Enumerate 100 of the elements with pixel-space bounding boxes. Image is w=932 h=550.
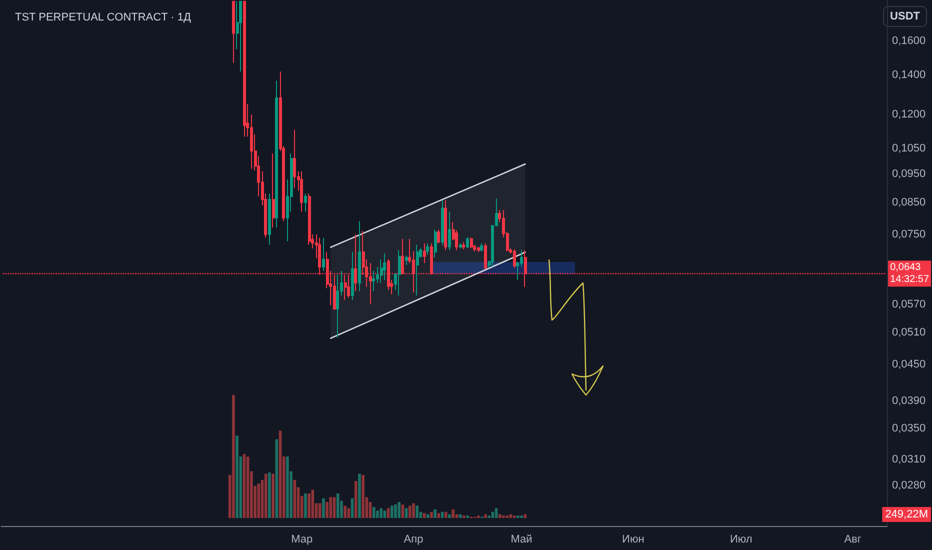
y-tick-label: 0,0510 <box>892 326 926 339</box>
candlestick <box>354 234 357 292</box>
y-tick-label: 0,0280 <box>892 480 926 492</box>
bar <box>416 506 418 518</box>
y-tick-label: 0,1050 <box>892 142 926 155</box>
candlestick <box>268 193 271 246</box>
y-tick-label: 0,1600 <box>892 35 926 48</box>
bar <box>347 508 350 518</box>
y-tick-label: 0,1200 <box>892 108 926 120</box>
bar <box>318 503 322 518</box>
bar <box>498 514 502 518</box>
x-tick-label: Авг <box>844 534 862 546</box>
candlestick <box>358 220 361 292</box>
y-tick-label: 0,1400 <box>892 69 926 82</box>
x-tick-label: Май <box>510 534 532 546</box>
bar <box>322 498 325 518</box>
y-tick-label: 0,0850 <box>892 196 926 208</box>
bar <box>344 506 346 518</box>
y-tick-label: 0,0750 <box>892 228 926 240</box>
candlestick <box>275 80 278 228</box>
x-tick-label: Мар <box>291 534 313 546</box>
bar <box>236 436 238 518</box>
bar <box>308 493 310 518</box>
candlestick <box>437 229 440 244</box>
candlestick <box>383 252 386 281</box>
bar <box>372 506 376 518</box>
y-tick-label: 0,0390 <box>892 395 926 408</box>
bar <box>484 514 487 518</box>
bar <box>412 503 415 518</box>
bar <box>304 493 307 518</box>
candlestick <box>416 244 419 296</box>
bar <box>404 508 408 518</box>
x-tick-label: Апр <box>404 534 424 546</box>
bar <box>311 490 314 518</box>
bar <box>386 508 390 518</box>
candlestick <box>239 0 242 72</box>
candlestick <box>434 229 437 258</box>
bar <box>448 514 451 518</box>
candlestick <box>243 0 246 138</box>
candlestick <box>441 200 444 246</box>
bar <box>398 502 400 518</box>
y-tick-label: 0,0950 <box>892 168 926 180</box>
candlestick <box>462 241 465 250</box>
bar <box>444 512 448 518</box>
candlestick <box>351 251 354 300</box>
bar <box>383 510 386 518</box>
bar <box>362 474 364 518</box>
candlestick <box>405 255 408 266</box>
bar <box>332 497 336 518</box>
bar <box>394 504 397 518</box>
bar <box>422 513 426 518</box>
bar <box>246 456 250 518</box>
bar <box>358 474 361 518</box>
bar <box>434 509 436 518</box>
candlestick <box>304 193 307 212</box>
bar <box>452 509 454 518</box>
candlestick <box>513 248 516 269</box>
candlestick <box>293 129 296 188</box>
candlestick <box>336 274 339 338</box>
candlestick <box>444 200 447 251</box>
candlestick <box>322 237 325 272</box>
candlestick <box>272 152 275 228</box>
candlestick <box>232 0 235 64</box>
y-tick-label: 0,0570 <box>892 298 926 310</box>
x-tick-label: Июл <box>730 534 752 546</box>
bar <box>408 506 412 518</box>
text: TST PERPETUAL CONTRACT · 1Д <box>15 12 192 24</box>
bar <box>376 510 379 518</box>
bar <box>430 512 433 518</box>
bar <box>232 395 235 518</box>
candlestick <box>448 211 451 251</box>
candlestick <box>466 236 469 248</box>
bar <box>268 472 271 518</box>
candlestick <box>308 193 311 246</box>
candlestick <box>423 242 426 264</box>
candlestick <box>300 170 303 212</box>
ref-line-label: 0,0643 <box>890 262 922 274</box>
bar <box>390 506 394 518</box>
candlestick <box>426 242 429 256</box>
bar <box>354 481 358 518</box>
text: 14:32:57 <box>890 274 930 286</box>
annotation: 249,22M <box>885 508 928 520</box>
bar <box>524 514 527 518</box>
bar <box>426 514 430 518</box>
y-axis-title: USDT <box>890 10 920 22</box>
bar <box>494 508 498 518</box>
candlestick <box>484 242 487 270</box>
bar <box>272 474 274 518</box>
candlestick <box>372 270 375 292</box>
bar <box>437 513 440 518</box>
candlestick <box>470 236 473 249</box>
bar <box>286 456 289 518</box>
bar <box>380 508 382 518</box>
y-tick-label: 0,0310 <box>892 454 926 466</box>
bar <box>336 493 340 518</box>
y-tick-label: 0,0450 <box>892 358 926 371</box>
candlestick <box>459 242 462 249</box>
candlestick <box>398 250 401 296</box>
candlestick <box>477 246 480 252</box>
y-tick-label: 0,0350 <box>892 422 926 435</box>
